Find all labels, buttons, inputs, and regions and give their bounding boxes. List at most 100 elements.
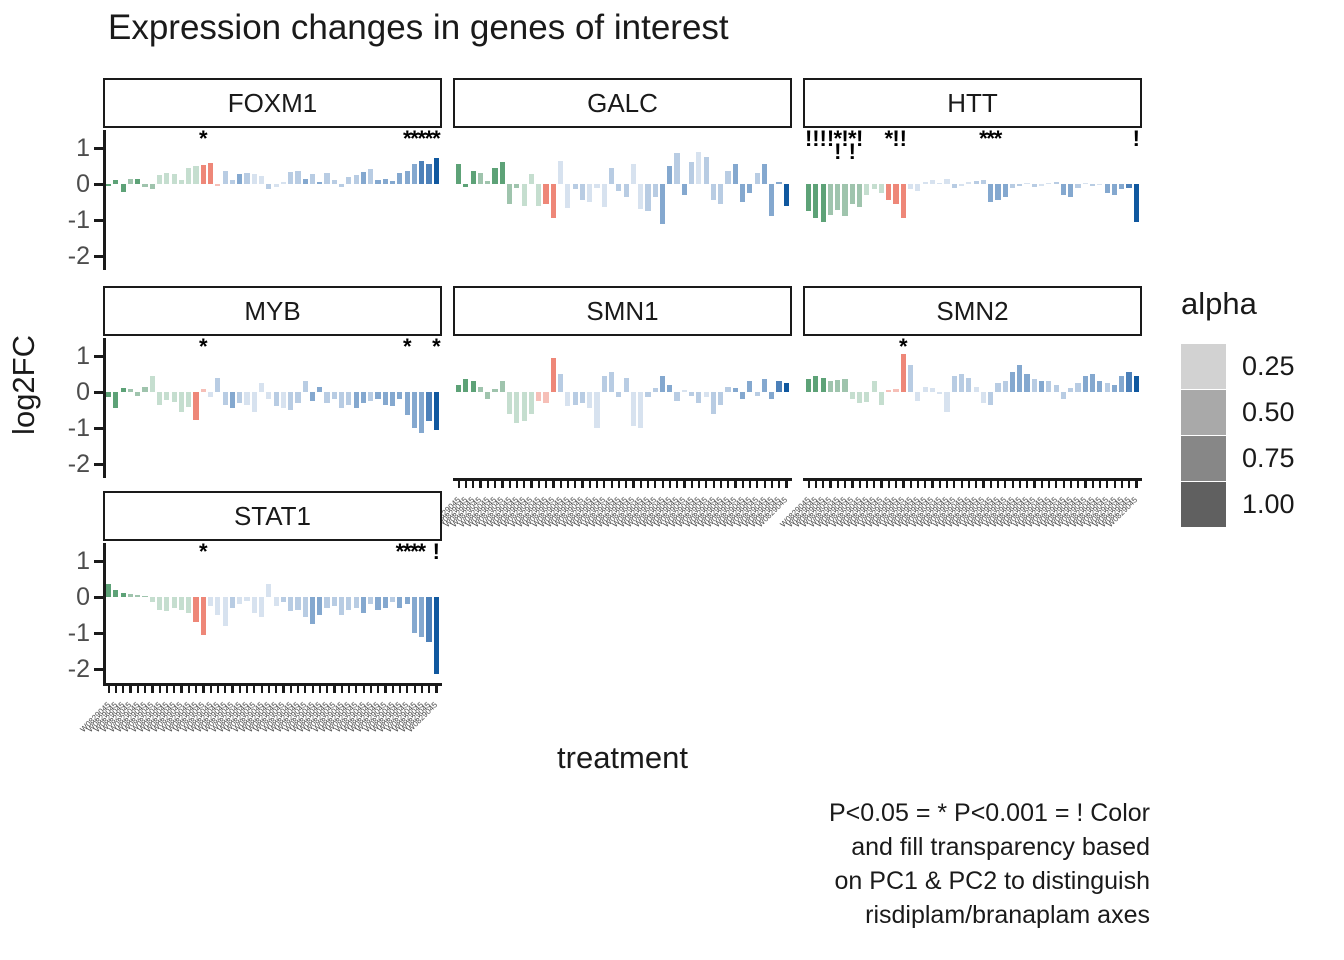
bar (915, 392, 921, 401)
bar (878, 184, 884, 193)
bar (528, 392, 534, 414)
significance-marker: * (199, 126, 208, 151)
bar (944, 392, 950, 412)
bar (1002, 381, 1008, 392)
bar (689, 162, 695, 184)
x-axis-tick (377, 686, 380, 693)
y-axis-line (103, 130, 106, 270)
caption-line: risdiplam/branaplam axes (865, 901, 1150, 929)
bar (156, 175, 163, 184)
bar (485, 392, 491, 400)
x-axis-tick (552, 481, 555, 488)
bar (433, 158, 439, 184)
bar (229, 180, 235, 184)
bar (732, 388, 738, 392)
bar (1075, 184, 1081, 189)
significance-marker: * (993, 126, 1003, 151)
bar (222, 597, 228, 626)
bar (1017, 365, 1023, 392)
x-axis-tick (537, 481, 540, 488)
bar (732, 164, 738, 184)
bar (280, 597, 286, 603)
bar (674, 392, 680, 401)
bar (827, 184, 834, 215)
x-axis-line (803, 478, 1142, 481)
bar (710, 392, 717, 414)
x-axis-tick (836, 481, 839, 488)
y-axis-title: log2FC (6, 335, 41, 435)
x-axis-tick (639, 481, 642, 488)
legend-swatch (1181, 436, 1226, 481)
bar (113, 392, 119, 409)
x-axis-tick (369, 686, 372, 693)
x-axis-tick (967, 481, 971, 488)
bar (776, 182, 782, 184)
facet-panel-stat1: * * * * *! (105, 541, 440, 683)
bar (1009, 184, 1016, 188)
x-axis-tick (384, 686, 387, 693)
x-axis-tick (216, 686, 220, 693)
x-axis-tick (107, 686, 110, 693)
bar (324, 392, 330, 403)
x-axis-tick (296, 686, 300, 693)
bar (433, 392, 439, 430)
x-axis-tick (158, 686, 161, 693)
bar (980, 180, 986, 184)
bar (215, 184, 221, 187)
bar (127, 389, 134, 392)
significance-marker: ! (804, 126, 813, 151)
bar (915, 184, 921, 192)
bar (871, 381, 877, 392)
x-axis-tick (398, 686, 402, 693)
x-axis-line (453, 478, 792, 481)
facet-strip-smn1: SMN1 (453, 286, 792, 336)
bar (390, 392, 396, 407)
significance-marker: * (432, 334, 441, 359)
bar (550, 184, 556, 219)
bar (1060, 184, 1067, 195)
x-axis-tick (479, 481, 482, 488)
x-axis-tick (931, 481, 934, 488)
bar (652, 388, 658, 392)
x-axis-tick (530, 481, 533, 488)
y-tick-label: -2 (67, 655, 90, 683)
bar (237, 173, 243, 184)
x-axis-tick (574, 481, 577, 488)
x-axis-tick (355, 686, 358, 693)
x-axis-tick (1084, 481, 1087, 488)
x-axis-tick (173, 686, 176, 693)
bar (1024, 182, 1030, 184)
bar (426, 597, 432, 642)
x-axis-tick (588, 481, 591, 488)
bar (156, 392, 163, 405)
x-axis-tick (311, 686, 314, 693)
significance-marker: ! (819, 126, 827, 151)
x-axis-tick (865, 481, 869, 488)
bar (360, 597, 367, 614)
x-axis-tick (362, 686, 365, 693)
bar (601, 184, 607, 208)
significance-marker: * (979, 126, 988, 151)
bar (740, 184, 746, 202)
bar (1126, 184, 1132, 188)
legend-title: alpha (1181, 286, 1257, 321)
x-axis-tick (1091, 481, 1094, 488)
y-axis-tick (94, 632, 103, 635)
x-axis-tick (1011, 481, 1014, 488)
bar (550, 357, 556, 392)
bar (433, 597, 439, 675)
x-axis-tick (712, 481, 715, 488)
bar (747, 381, 753, 392)
bar (390, 597, 396, 603)
bar (835, 380, 841, 392)
bar (106, 392, 112, 398)
bar (645, 184, 651, 211)
bar (1082, 375, 1088, 392)
bar (419, 160, 425, 184)
bar (864, 184, 870, 195)
x-axis-tick (1077, 481, 1080, 488)
bar (215, 377, 221, 392)
x-axis-tick (494, 481, 497, 488)
significance-marker: ! (855, 126, 864, 151)
x-axis-tick (464, 481, 468, 488)
